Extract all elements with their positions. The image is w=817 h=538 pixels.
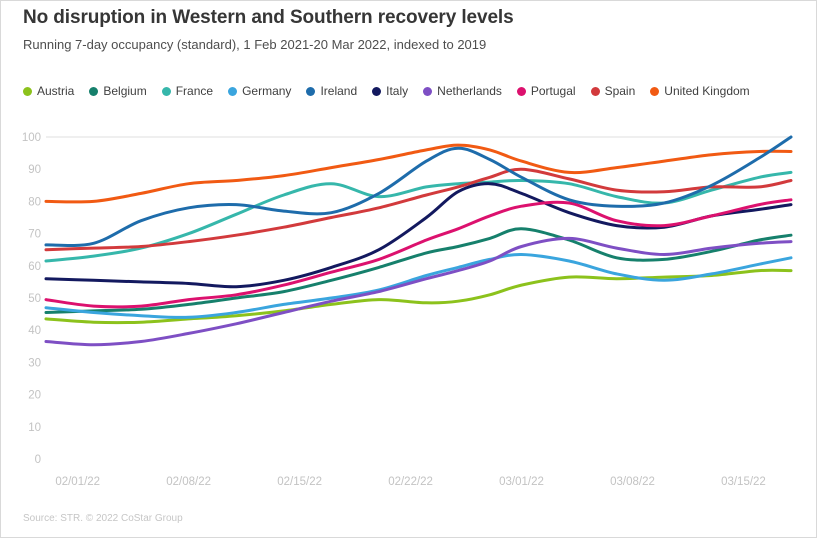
legend-label: Netherlands [437, 84, 502, 98]
y-axis-label: 40 [28, 325, 41, 337]
x-axis-label: 03/01/22 [499, 476, 544, 488]
series-line-netherlands [44, 236, 793, 347]
x-axis-label: 02/15/22 [277, 476, 322, 488]
legend-swatch-icon [590, 86, 600, 96]
legend-item-austria[interactable]: Austria [23, 84, 74, 98]
legend-item-spain[interactable]: Spain [590, 84, 636, 98]
series-line-ireland [44, 135, 793, 247]
legend-item-united-kingdom[interactable]: United Kingdom [650, 84, 750, 98]
y-axis-label: 60 [28, 261, 41, 273]
legend-item-portugal[interactable]: Portugal [516, 84, 576, 98]
series-line-belgium [44, 227, 793, 314]
x-axis-label: 03/15/22 [721, 476, 766, 488]
legend: Austria Belgium France Germany Ireland Italy N… [23, 84, 806, 98]
series-line-spain [44, 167, 793, 252]
legend-swatch-icon [516, 86, 526, 96]
legend-item-netherlands[interactable]: Netherlands [423, 84, 502, 98]
legend-label: Ireland [320, 84, 358, 98]
y-axis-label: 100 [22, 132, 41, 144]
legend-item-italy[interactable]: Italy [372, 84, 408, 98]
legend-label: France [175, 84, 214, 98]
x-axis-label: 02/01/22 [55, 476, 100, 488]
y-axis-label: 0 [35, 454, 41, 466]
y-axis-label: 30 [28, 357, 41, 369]
legend-item-germany[interactable]: Germany [228, 84, 291, 98]
legend-item-belgium[interactable]: Belgium [89, 84, 147, 98]
series-line-austria [44, 268, 793, 325]
x-axis-label: 02/08/22 [166, 476, 211, 488]
legend-swatch-icon [306, 86, 316, 96]
legend-label: Austria [37, 84, 75, 98]
series-line-united-kingdom [44, 143, 793, 204]
legend-label: Belgium [103, 84, 147, 98]
x-axis-label: 03/08/22 [610, 476, 655, 488]
legend-item-france[interactable]: France [161, 84, 214, 98]
legend-item-ireland[interactable]: Ireland [306, 84, 357, 98]
legend-label: Italy [386, 84, 409, 98]
y-axis-label: 90 [28, 164, 41, 176]
series-line-france [44, 170, 793, 263]
legend-swatch-icon [23, 86, 32, 96]
legend-swatch-icon [161, 86, 171, 96]
legend-swatch-icon [372, 86, 382, 96]
legend-label: United Kingdom [664, 84, 750, 98]
legend-label: Germany [242, 84, 292, 98]
page-title: No disruption in Western and Southern re… [23, 7, 514, 28]
series-line-germany [44, 252, 793, 319]
legend-label: Portugal [530, 84, 576, 98]
y-axis-label: 80 [28, 196, 41, 208]
line-chart-plot-area: 0 10 20 30 40 50 60 70 80 90 100 02/01/22 02/08/22 02… [22, 132, 793, 488]
y-axis-label: 20 [28, 390, 41, 402]
y-axis-label: 50 [28, 293, 41, 305]
y-axis-label: 10 [28, 422, 41, 434]
legend-swatch-icon [89, 86, 99, 96]
page-subtitle: Running 7-day occupancy (standard), 1 Fe… [23, 37, 487, 52]
legend-label: Spain [604, 84, 636, 98]
x-axis-label: 02/22/22 [388, 476, 433, 488]
series-line-portugal [44, 198, 793, 309]
source-attribution: Source: STR. © 2022 CoStar Group [23, 513, 183, 524]
legend-swatch-icon [650, 86, 660, 96]
legend-swatch-icon [423, 86, 433, 96]
legend-swatch-icon [228, 86, 238, 96]
y-axis-label: 70 [28, 229, 41, 241]
